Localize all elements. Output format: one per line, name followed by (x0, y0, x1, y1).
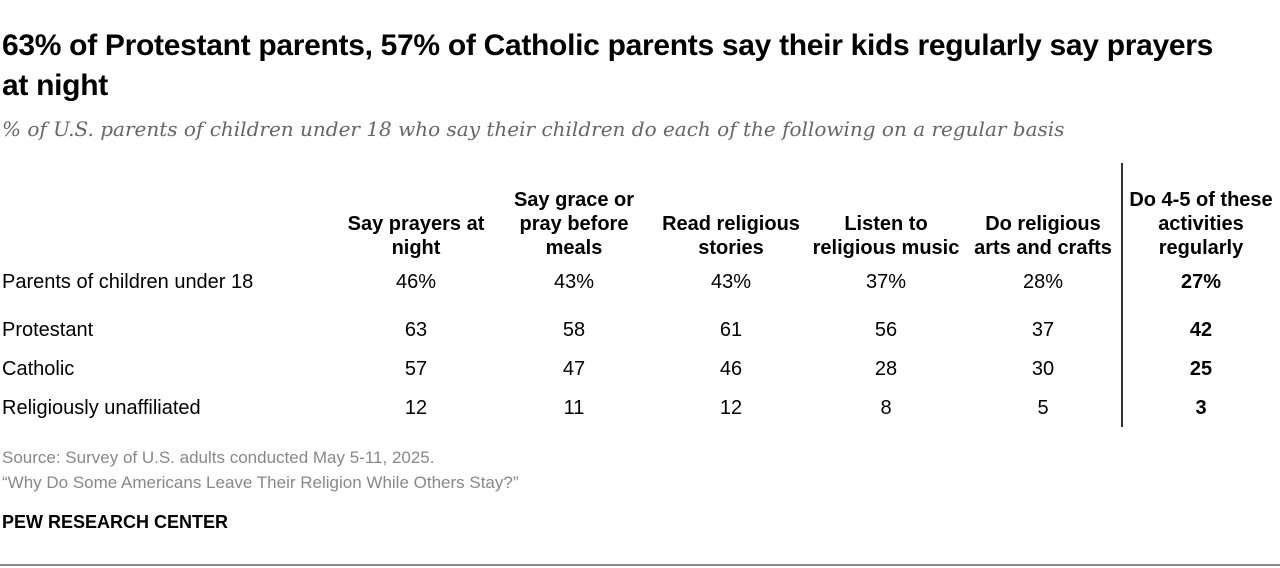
column-header: Listen to religious music (812, 213, 960, 259)
table-cell: 25 (1189, 358, 1213, 380)
column-header: Do religious arts and crafts (974, 213, 1112, 259)
table-cell: 12 (404, 397, 428, 419)
column-header: Say grace or pray before meals (513, 189, 635, 259)
brand-logo-text: PEW RESEARCH CENTER (2, 512, 229, 532)
source-note: Source: Survey of U.S. adults conducted … (2, 448, 435, 467)
table-cell: 12 (719, 397, 743, 419)
table-cell: 57 (404, 358, 428, 380)
table-cell: 58 (562, 319, 586, 341)
row-label: Protestant (2, 319, 94, 341)
table-cell: 43% (710, 271, 752, 293)
table-cell: 47 (562, 358, 586, 380)
column-header: Say prayers at night (347, 213, 485, 259)
table-cell: 37 (1031, 319, 1055, 341)
table-cell: 37% (865, 271, 907, 293)
report-title: “Why Do Some Americans Leave Their Relig… (2, 473, 519, 492)
row-label: Catholic (2, 358, 75, 380)
table-cell: 61 (719, 319, 743, 341)
table-cell: 63 (404, 319, 428, 341)
table-cell: 46% (395, 271, 437, 293)
table-cell: 28 (874, 358, 898, 380)
table-cell: 3 (1195, 397, 1207, 419)
table-cell: 43% (553, 271, 595, 293)
column-header: Do 4-5 of these activities regularly (1129, 189, 1273, 259)
chart-subtitle: % of U.S. parents of children under 18 w… (2, 117, 1065, 141)
table-cell: 42 (1189, 319, 1213, 341)
bottom-divider (0, 564, 1280, 566)
table-cell: 28% (1022, 271, 1064, 293)
table-cell: 56 (874, 319, 898, 341)
column-header: Read religious stories (662, 213, 800, 259)
chart-title: 63% of Protestant parents, 57% of Cathol… (2, 29, 1214, 102)
column-divider (1121, 163, 1123, 427)
table-cell: 5 (1037, 397, 1049, 419)
table-cell: 30 (1031, 358, 1055, 380)
table-cell: 11 (563, 397, 585, 419)
table-cell: 8 (880, 397, 892, 419)
row-label: Religiously unaffiliated (2, 397, 201, 419)
row-label: Parents of children under 18 (2, 271, 254, 293)
table-cell: 46 (719, 358, 743, 380)
table-cell: 27% (1180, 271, 1222, 293)
